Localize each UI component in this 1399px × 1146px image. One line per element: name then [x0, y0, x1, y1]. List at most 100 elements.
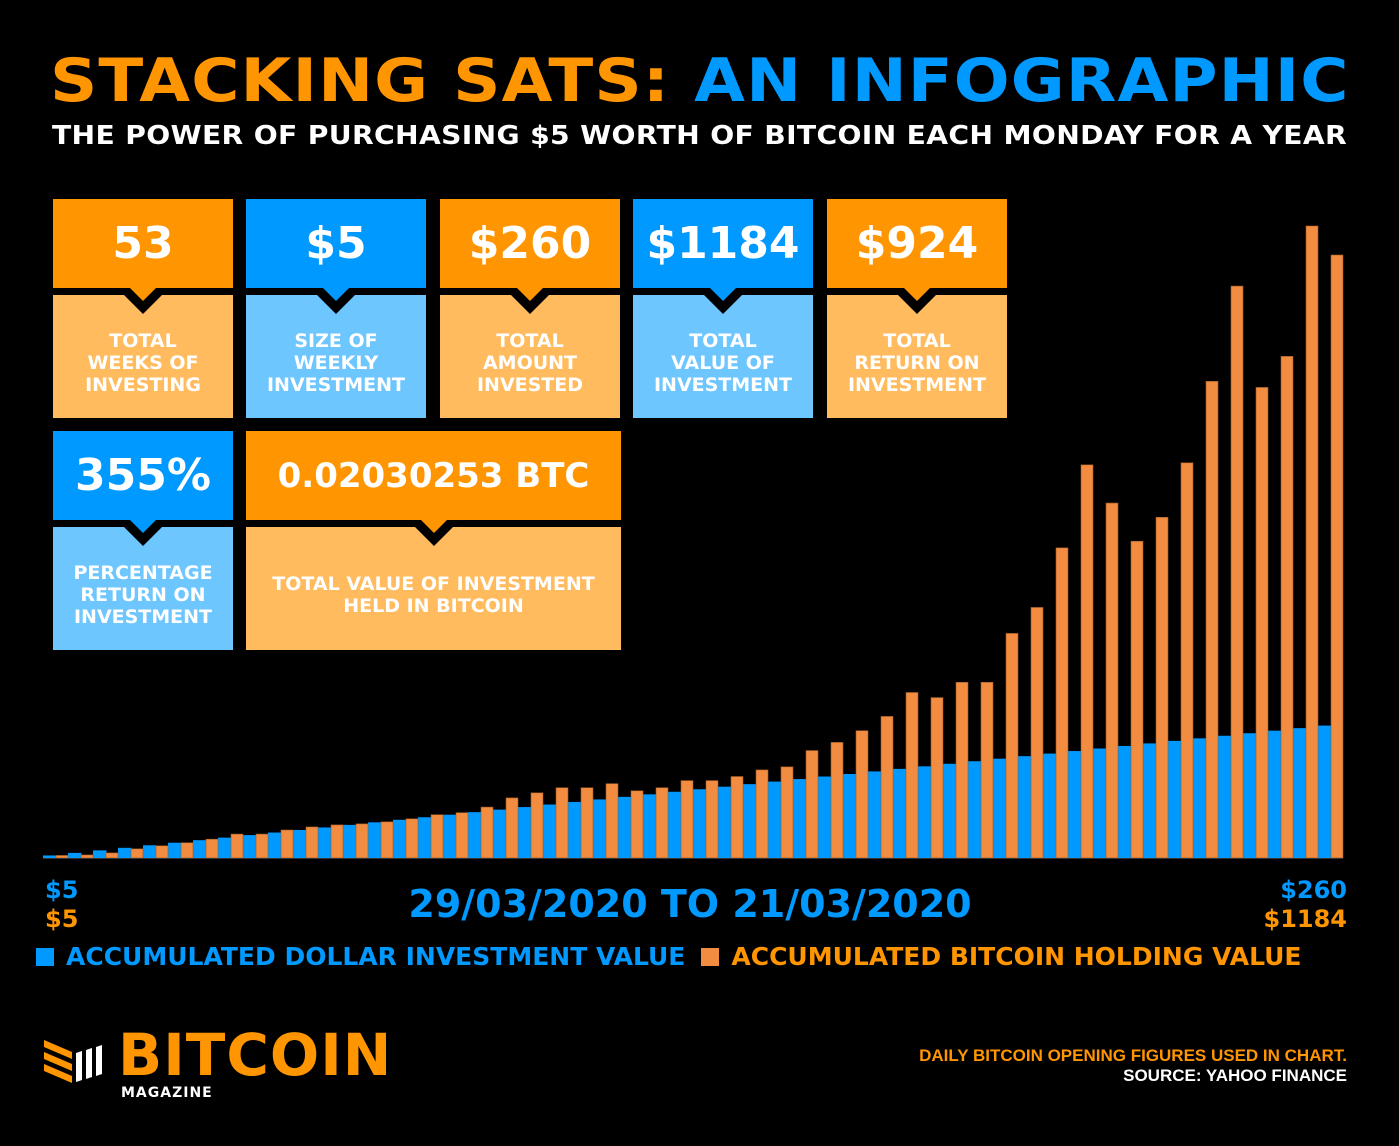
- bar-bitcoin-holding: [405, 818, 419, 859]
- bar-dollar-investment: [443, 814, 457, 858]
- stat-label: SIZE OF WEEKLY INVESTMENT: [246, 295, 426, 418]
- bar-dollar-investment: [118, 847, 132, 858]
- bar-bitcoin-holding: [1230, 285, 1244, 859]
- pointer-notch-fill: [127, 285, 159, 301]
- bar-dollar-investment: [68, 852, 82, 858]
- bar-dollar-investment: [968, 761, 982, 858]
- stat-card: 0.02030253 BTC TOTAL VALUE OF INVESTMENT…: [246, 431, 621, 650]
- stat-card: $1184 TOTAL VALUE OF INVESTMENT: [633, 199, 813, 418]
- title-part-2: AN INFOGRAPHIC: [694, 46, 1350, 116]
- bar-bitcoin-holding: [605, 783, 619, 859]
- bar-bitcoin-holding: [305, 826, 319, 859]
- bar-bitcoin-holding: [1255, 387, 1269, 859]
- bar-dollar-investment: [1193, 738, 1207, 858]
- bar-bitcoin-holding: [905, 692, 919, 859]
- stat-label: TOTAL WEEKS OF INVESTING: [53, 295, 233, 418]
- bar-dollar-investment: [418, 817, 432, 858]
- subtitle: THE POWER OF PURCHASING $5 WORTH OF BITC…: [52, 121, 1348, 151]
- bar-dollar-investment: [493, 809, 507, 858]
- bar-dollar-investment: [43, 855, 57, 858]
- end-dollar-label: $260: [1280, 876, 1347, 904]
- bar-bitcoin-holding: [1205, 381, 1219, 859]
- bar-dollar-investment: [993, 758, 1007, 858]
- bar-dollar-investment: [543, 804, 557, 858]
- bar-bitcoin-holding: [55, 855, 69, 859]
- bar-bitcoin-holding: [1330, 254, 1344, 859]
- bar-bitcoin-holding: [1055, 547, 1069, 859]
- date-range-label: 29/03/2020 TO 21/03/2020: [408, 882, 972, 926]
- source-note: DAILY BITCOIN OPENING FIGURES USED IN CH…: [919, 1046, 1347, 1086]
- bar-bitcoin-holding: [530, 792, 544, 859]
- bar-bitcoin-holding: [755, 769, 769, 859]
- bar-bitcoin-holding: [105, 852, 119, 859]
- bar-dollar-investment: [1018, 756, 1032, 858]
- bar-bitcoin-holding: [805, 750, 819, 859]
- pointer-notch-fill: [417, 517, 450, 533]
- bar-bitcoin-holding: [455, 812, 469, 859]
- bar-dollar-investment: [193, 840, 207, 858]
- bar-bitcoin-holding: [730, 776, 744, 859]
- bar-bitcoin-holding: [880, 716, 894, 859]
- bar-dollar-investment: [693, 789, 707, 858]
- bar-bitcoin-holding: [355, 823, 369, 859]
- stat-label: TOTAL RETURN ON INVESTMENT: [827, 295, 1007, 418]
- bar-bitcoin-holding: [655, 787, 669, 859]
- legend: ACCUMULATED DOLLAR INVESTMENT VALUE ACCU…: [36, 942, 1301, 971]
- pointer-notch-fill: [707, 285, 739, 301]
- legend-label-bitcoin: ACCUMULATED BITCOIN HOLDING VALUE: [731, 942, 1302, 971]
- bar-bitcoin-holding: [1130, 540, 1144, 859]
- bar-bitcoin-holding: [380, 821, 394, 859]
- stat-value: $924: [827, 199, 1007, 288]
- bar-bitcoin-holding: [855, 730, 869, 859]
- legend-swatch-bitcoin: [701, 947, 720, 966]
- legend-swatch-dollar: [36, 947, 54, 966]
- bar-dollar-investment: [718, 786, 732, 858]
- bar-bitcoin-holding: [180, 842, 194, 859]
- pointer-notch-fill: [320, 285, 352, 301]
- bar-dollar-investment: [343, 824, 357, 858]
- stat-card: 355% PERCENTAGE RETURN ON INVESTMENT: [53, 431, 233, 650]
- bar-bitcoin-holding: [1105, 502, 1119, 859]
- bar-bitcoin-holding: [330, 824, 344, 859]
- bar-dollar-investment: [643, 794, 657, 858]
- bar-bitcoin-holding: [230, 833, 244, 859]
- stat-card: $260 TOTAL AMOUNT INVESTED: [440, 199, 620, 418]
- stat-value: $1184: [633, 199, 813, 288]
- bar-bitcoin-holding: [280, 829, 294, 859]
- bar-bitcoin-holding: [830, 742, 844, 859]
- stat-card: $924 TOTAL RETURN ON INVESTMENT: [827, 199, 1007, 418]
- bar-bitcoin-holding: [980, 681, 994, 859]
- stat-card: 53 TOTAL WEEKS OF INVESTING: [53, 199, 233, 418]
- bar-bitcoin-holding: [1155, 516, 1169, 859]
- start-dollar-label: $5: [45, 876, 79, 904]
- bar-bitcoin-holding: [630, 790, 644, 859]
- bar-bitcoin-holding: [430, 814, 444, 859]
- bar-bitcoin-holding: [1280, 356, 1294, 859]
- bar-dollar-investment: [518, 807, 532, 858]
- legend-label-dollar: ACCUMULATED DOLLAR INVESTMENT VALUE: [66, 942, 686, 971]
- bar-dollar-investment: [368, 822, 382, 858]
- bar-dollar-investment: [218, 837, 232, 858]
- bar-bitcoin-holding: [705, 780, 719, 859]
- stat-card: $5 SIZE OF WEEKLY INVESTMENT: [246, 199, 426, 418]
- bar-bitcoin-holding: [930, 697, 944, 859]
- bar-bitcoin-holding: [130, 848, 144, 859]
- data-note: DAILY BITCOIN OPENING FIGURES USED IN CH…: [919, 1046, 1347, 1065]
- logo-wordmark: BITCOIN: [118, 1021, 393, 1089]
- stat-label: TOTAL VALUE OF INVESTMENT: [633, 295, 813, 418]
- bar-dollar-investment: [668, 791, 682, 858]
- title-part-1: STACKING SATS:: [50, 46, 671, 116]
- bar-dollar-investment: [893, 768, 907, 858]
- bar-dollar-investment: [1293, 728, 1307, 858]
- bar-dollar-investment: [1043, 753, 1057, 858]
- bar-bitcoin-holding: [555, 787, 569, 859]
- bar-dollar-investment: [1093, 748, 1107, 858]
- bar-dollar-investment: [1143, 743, 1157, 858]
- bar-bitcoin-holding: [780, 766, 794, 859]
- bar-dollar-investment: [143, 845, 157, 858]
- source-credit: SOURCE: YAHOO FINANCE: [1123, 1066, 1347, 1085]
- bar-dollar-investment: [918, 766, 932, 858]
- stat-value: 0.02030253 BTC: [246, 431, 621, 520]
- bar-bitcoin-holding: [1030, 607, 1044, 859]
- bar-dollar-investment: [268, 832, 282, 858]
